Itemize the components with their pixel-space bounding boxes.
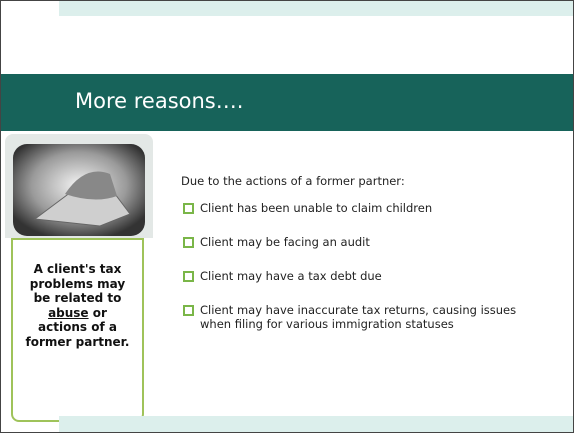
bullet-item: Client may have inaccurate tax returns, … — [181, 303, 540, 331]
hand — [65, 171, 117, 200]
slide-title: More reasons…. — [75, 89, 244, 113]
sidebar-underlined: abuse — [48, 305, 89, 320]
bottom-bar — [59, 416, 573, 432]
image-frame — [5, 134, 153, 238]
photo — [13, 144, 145, 236]
bullet-text: Client may have a tax debt due — [200, 269, 382, 283]
bullet-marker — [183, 271, 194, 282]
intro-text: Due to the actions of a former partner: — [181, 174, 405, 188]
bullet-marker — [183, 305, 194, 316]
bullet-marker — [183, 237, 194, 248]
title-band — [1, 74, 573, 131]
bullet-text: Client has been unable to claim children — [200, 201, 433, 215]
sidebar-note: A client's tax problems may be related t… — [11, 238, 144, 422]
sidebar-text: A client's tax problems may be related t… — [29, 262, 126, 305]
sidebar-text: or actions of a former partner. — [25, 305, 130, 349]
bullet-text: Client may have inaccurate tax returns, … — [200, 303, 517, 331]
bullet-marker — [183, 203, 194, 214]
bullet-item: Client may have a tax debt due — [181, 269, 540, 283]
bullet-item: Client may be facing an audit — [181, 235, 540, 249]
top-bar — [59, 1, 573, 16]
bullet-text: Client may be facing an audit — [200, 235, 370, 249]
bullet-item: Client has been unable to claim children — [181, 201, 540, 215]
bullet-list: Client has been unable to claim children… — [181, 201, 561, 351]
